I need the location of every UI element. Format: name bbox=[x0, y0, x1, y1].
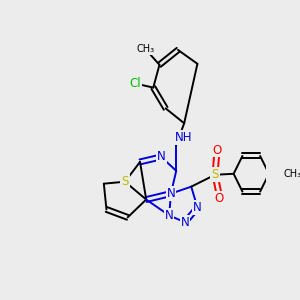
Text: CH₃: CH₃ bbox=[136, 44, 155, 54]
Text: N: N bbox=[193, 201, 202, 214]
Text: N: N bbox=[165, 209, 173, 222]
Text: O: O bbox=[215, 192, 224, 205]
Text: N: N bbox=[181, 216, 189, 229]
Text: N: N bbox=[157, 150, 166, 164]
Text: Cl: Cl bbox=[130, 77, 141, 90]
Text: CH₃: CH₃ bbox=[284, 169, 300, 179]
Text: N: N bbox=[167, 187, 175, 200]
Text: O: O bbox=[212, 143, 221, 157]
Text: S: S bbox=[121, 175, 129, 188]
Text: NH: NH bbox=[175, 130, 192, 144]
Text: S: S bbox=[212, 168, 219, 181]
